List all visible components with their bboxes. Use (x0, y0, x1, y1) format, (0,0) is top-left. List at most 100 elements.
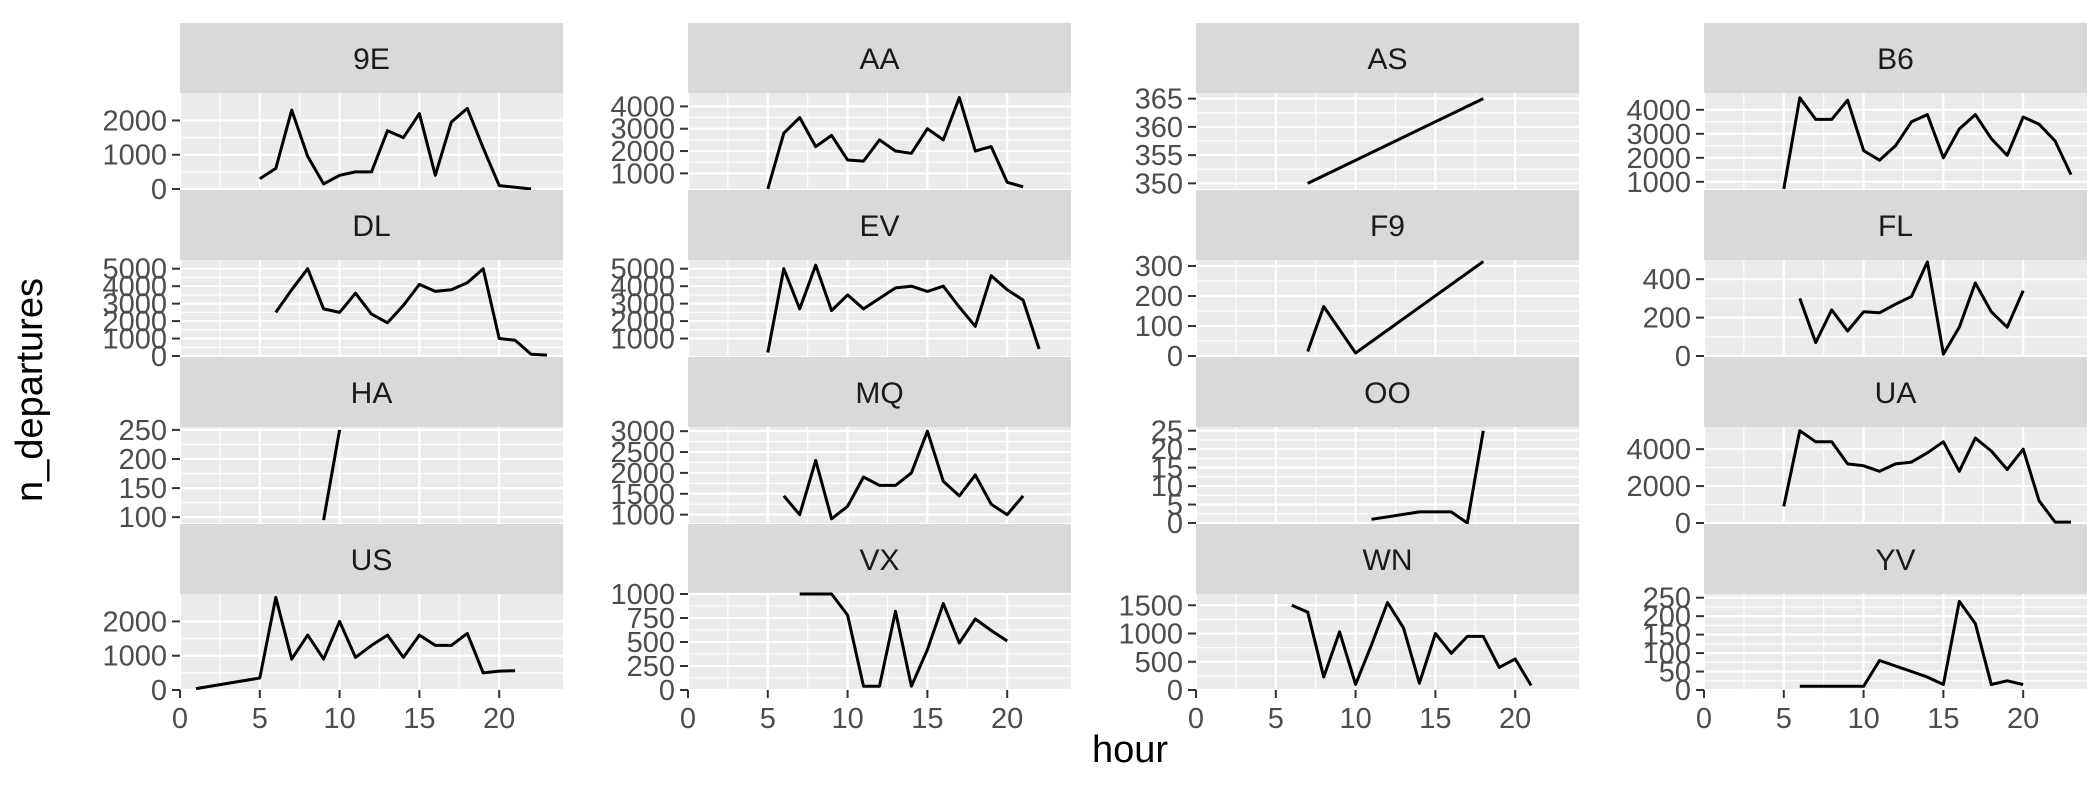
y-tick-label: 3000 (102, 289, 167, 321)
x-tick-label: 0 (680, 703, 696, 735)
y-tick-label: 1000 (1118, 619, 1183, 651)
series-line-b6 (1782, 96, 2073, 190)
x-tick-label: 10 (1847, 703, 1879, 735)
y-tick-label: 20 (1151, 434, 1183, 466)
panel-background (180, 260, 563, 356)
x-tick-label: 20 (483, 703, 515, 735)
y-tick-label: 0 (151, 341, 167, 373)
x-axis-title: hour (1092, 729, 1168, 771)
y-tick-label: 200 (1643, 303, 1691, 335)
panel-background (1704, 594, 2087, 690)
y-tick-label: 5000 (102, 254, 167, 286)
y-tick-label: 100 (119, 502, 167, 534)
x-tick-label: 5 (252, 703, 268, 735)
y-tick-label: 500 (1135, 647, 1183, 679)
facet-strip (1196, 357, 1579, 427)
y-tick-label: 350 (1135, 168, 1183, 200)
y-tick-label: 0 (151, 174, 167, 206)
x-tick-label: 5 (1776, 703, 1792, 735)
facet-strip-label: EV (859, 210, 899, 243)
y-tick-label: 200 (1643, 601, 1691, 633)
x-tick-label: 5 (760, 703, 776, 735)
facet-strip (688, 357, 1071, 427)
panel-background (180, 594, 563, 690)
y-tick-label: 2000 (102, 606, 167, 638)
series-line-f9 (1306, 260, 1485, 355)
facet-strip (688, 190, 1071, 260)
facet-strip (180, 524, 563, 594)
panel-background (1704, 260, 2087, 356)
y-tick-label: 0 (1675, 508, 1691, 540)
series-line-us (195, 595, 516, 691)
series-line-ua (1782, 429, 2071, 524)
facet-panels: 9E010002000AA1000200030004000AS350355360… (102, 23, 2087, 735)
series-line-vx (799, 592, 1009, 688)
x-tick-label: 15 (1419, 703, 1451, 735)
facet-strip (1704, 23, 2087, 93)
y-tick-label: 150 (1643, 620, 1691, 652)
x-tick-label: 5 (1268, 703, 1284, 735)
facet-strip-label: AS (1367, 43, 1407, 76)
y-tick-label: 4000 (1626, 434, 1691, 466)
facet-strip (180, 357, 563, 427)
facet-strip-label: YV (1875, 544, 1915, 577)
facet-strip-label: HA (351, 377, 393, 410)
panel-background (180, 427, 563, 523)
x-tick-label: 20 (991, 703, 1023, 735)
facet-strip (1704, 190, 2087, 260)
y-tick-label: 25 (1151, 416, 1183, 448)
series-line-wn (1291, 601, 1533, 687)
x-tick-label: 15 (403, 703, 435, 735)
facet-strip (180, 190, 563, 260)
y-tick-label: 0 (1675, 341, 1691, 373)
y-tick-label: 10 (1151, 471, 1183, 503)
y-tick-label: 3000 (1626, 119, 1691, 151)
y-tick-label: 750 (627, 603, 675, 635)
y-tick-label: 1000 (102, 324, 167, 356)
y-tick-label: 2000 (102, 105, 167, 137)
facet-strip-label: B6 (1877, 43, 1914, 76)
x-tick-label: 0 (1188, 703, 1204, 735)
y-tick-label: 4000 (610, 91, 675, 123)
panel-background (1196, 427, 1579, 523)
y-tick-label: 1000 (102, 641, 167, 673)
series-line-yv (1799, 599, 2024, 688)
series-line-ev (766, 263, 1041, 353)
y-tick-label: 100 (1135, 311, 1183, 343)
series-line-ha (322, 429, 342, 521)
facet-strip (1196, 23, 1579, 93)
x-tick-label: 0 (172, 703, 188, 735)
y-tick-label: 0 (1675, 675, 1691, 707)
panel-background (1196, 260, 1579, 356)
y-tick-label: 0 (151, 675, 167, 707)
facet-strip-label: F9 (1370, 210, 1405, 243)
facet-strip (1704, 524, 2087, 594)
facet-strip-label: US (351, 544, 393, 577)
y-tick-label: 2000 (610, 458, 675, 490)
y-tick-label: 2000 (102, 306, 167, 338)
y-tick-label: 1500 (1118, 590, 1183, 622)
y-tick-label: 150 (119, 473, 167, 505)
y-tick-label: 250 (119, 415, 167, 447)
facet-panel-ua: UA 0 2000 4000 (1626, 357, 2087, 540)
facet-strip (688, 23, 1071, 93)
facet-strip-label: 9E (353, 43, 390, 76)
facet-strip (1704, 357, 2087, 427)
facet-strip (180, 23, 563, 93)
y-tick-label: 3000 (610, 416, 675, 448)
series-line-as (1307, 97, 1484, 185)
y-tick-label: 250 (627, 651, 675, 683)
y-tick-label: 365 (1135, 84, 1183, 116)
y-tick-label: 50 (1659, 657, 1691, 689)
y-tick-label: 2000 (1626, 471, 1691, 503)
